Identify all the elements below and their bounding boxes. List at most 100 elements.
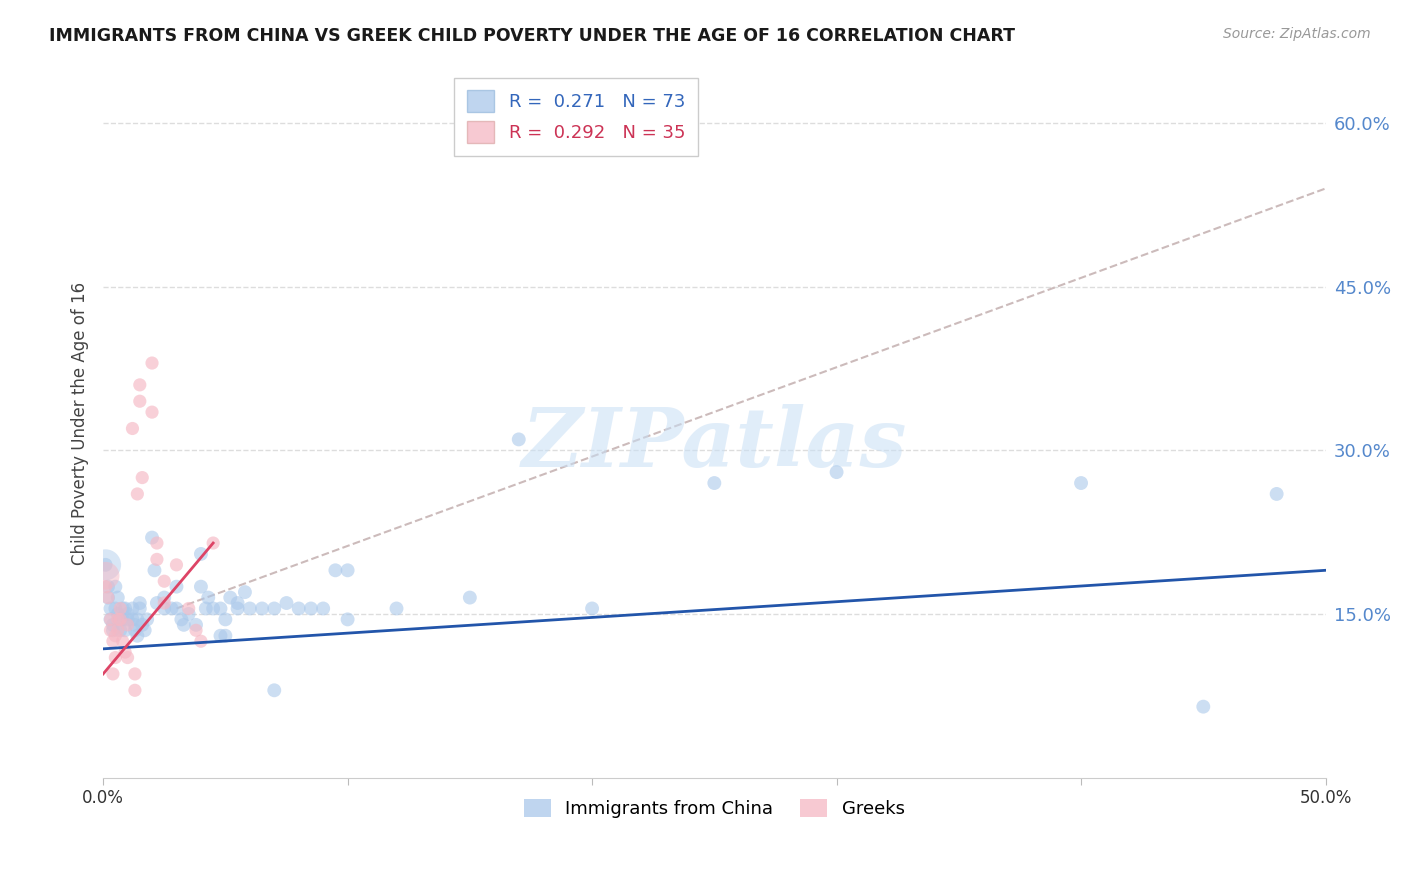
Point bbox=[124, 624, 146, 638]
Point bbox=[239, 601, 262, 615]
Point bbox=[143, 563, 166, 577]
Point bbox=[101, 624, 124, 638]
Point bbox=[94, 558, 117, 572]
Point bbox=[110, 601, 132, 615]
Point bbox=[117, 617, 139, 632]
Point bbox=[121, 601, 143, 615]
Point bbox=[97, 591, 120, 605]
Point bbox=[111, 634, 134, 648]
Point bbox=[233, 585, 256, 599]
Point bbox=[1192, 699, 1215, 714]
Point bbox=[124, 667, 146, 681]
Point bbox=[121, 612, 143, 626]
Point bbox=[114, 601, 136, 615]
Point bbox=[141, 531, 163, 545]
Point bbox=[153, 601, 176, 615]
Point bbox=[153, 596, 176, 610]
Point bbox=[127, 487, 149, 501]
Point bbox=[101, 667, 124, 681]
Point bbox=[117, 607, 139, 621]
Point bbox=[107, 591, 129, 605]
Point bbox=[121, 421, 143, 435]
Point bbox=[104, 580, 127, 594]
Point bbox=[226, 601, 249, 615]
Point bbox=[111, 601, 134, 615]
Point bbox=[101, 617, 124, 632]
Point bbox=[336, 612, 359, 626]
Point bbox=[197, 591, 219, 605]
Point bbox=[124, 617, 146, 632]
Point bbox=[127, 629, 149, 643]
Point bbox=[110, 612, 132, 626]
Point bbox=[385, 601, 408, 615]
Point bbox=[94, 558, 117, 572]
Point bbox=[131, 470, 153, 484]
Point bbox=[134, 624, 156, 638]
Point bbox=[128, 601, 150, 615]
Point bbox=[325, 563, 347, 577]
Point bbox=[1070, 476, 1092, 491]
Point bbox=[107, 607, 129, 621]
Point bbox=[117, 650, 139, 665]
Point bbox=[146, 596, 169, 610]
Point bbox=[202, 601, 225, 615]
Point bbox=[128, 377, 150, 392]
Point bbox=[312, 601, 335, 615]
Point bbox=[100, 601, 122, 615]
Point bbox=[97, 580, 120, 594]
Point bbox=[263, 683, 285, 698]
Point bbox=[250, 601, 273, 615]
Point bbox=[160, 601, 183, 615]
Point bbox=[214, 612, 236, 626]
Point bbox=[194, 601, 217, 615]
Point bbox=[703, 476, 725, 491]
Point bbox=[97, 591, 120, 605]
Point bbox=[127, 612, 149, 626]
Point bbox=[110, 612, 132, 626]
Point bbox=[146, 552, 169, 566]
Point bbox=[107, 624, 129, 638]
Point bbox=[114, 645, 136, 659]
Point bbox=[190, 547, 212, 561]
Point bbox=[101, 634, 124, 648]
Point bbox=[177, 607, 200, 621]
Point bbox=[190, 580, 212, 594]
Point bbox=[1265, 487, 1288, 501]
Point bbox=[124, 683, 146, 698]
Point bbox=[202, 536, 225, 550]
Text: IMMIGRANTS FROM CHINA VS GREEK CHILD POVERTY UNDER THE AGE OF 16 CORRELATION CHA: IMMIGRANTS FROM CHINA VS GREEK CHILD POV… bbox=[49, 27, 1015, 45]
Point bbox=[190, 634, 212, 648]
Point bbox=[299, 601, 322, 615]
Point bbox=[114, 624, 136, 638]
Legend: Immigrants from China, Greeks: Immigrants from China, Greeks bbox=[516, 791, 912, 825]
Point bbox=[276, 596, 298, 610]
Point bbox=[184, 617, 207, 632]
Point bbox=[153, 591, 176, 605]
Point bbox=[173, 617, 195, 632]
Point bbox=[209, 629, 232, 643]
Point bbox=[209, 601, 232, 615]
Point bbox=[170, 612, 193, 626]
Point bbox=[104, 601, 127, 615]
Point bbox=[100, 612, 122, 626]
Point bbox=[110, 624, 132, 638]
Point bbox=[581, 601, 603, 615]
Point bbox=[94, 580, 117, 594]
Y-axis label: Child Poverty Under the Age of 16: Child Poverty Under the Age of 16 bbox=[72, 282, 89, 565]
Point bbox=[166, 601, 188, 615]
Point bbox=[287, 601, 309, 615]
Point bbox=[128, 596, 150, 610]
Point bbox=[141, 405, 163, 419]
Point bbox=[825, 465, 848, 479]
Point bbox=[166, 580, 188, 594]
Point bbox=[136, 612, 159, 626]
Point bbox=[131, 617, 153, 632]
Text: ZIPatlas: ZIPatlas bbox=[522, 404, 907, 484]
Point bbox=[117, 612, 139, 626]
Point bbox=[214, 629, 236, 643]
Point bbox=[111, 612, 134, 626]
Point bbox=[146, 536, 169, 550]
Point bbox=[100, 624, 122, 638]
Point bbox=[219, 591, 242, 605]
Point bbox=[141, 356, 163, 370]
